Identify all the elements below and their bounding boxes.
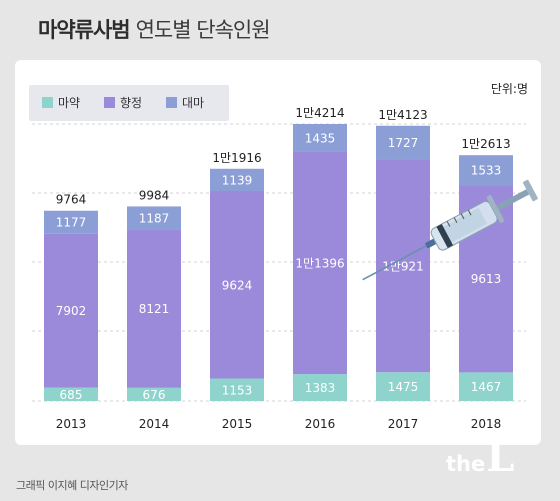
segment-label: 1139 — [222, 173, 253, 187]
logo-text-l: L — [486, 434, 515, 481]
total-label: 9764 — [56, 193, 87, 207]
bar-2016-1 — [293, 151, 347, 375]
bar-2015-2 — [210, 168, 264, 191]
unit-label: 단위:명 — [491, 82, 528, 96]
x-axis: 2013 2014 2015 2016 2017 2018 — [56, 417, 502, 431]
x-tick-label: 2015 — [222, 417, 253, 431]
total-label: 1만1916 — [212, 151, 261, 165]
legend-label-2: 대마 — [182, 96, 204, 110]
title-sub: 연도별 단속인원 — [135, 18, 271, 42]
credit-text: 그래픽 이지혜 디자인기자 — [16, 479, 128, 492]
segment-label: 1177 — [56, 216, 87, 230]
segment-label: 8121 — [139, 302, 170, 316]
bars: 685 7902 1177 9764 676 8121 1187 9984 1153 9624 11… — [44, 106, 513, 402]
bar-2017-2 — [376, 125, 430, 160]
segment-label: 9624 — [222, 278, 253, 292]
x-tick-label: 2016 — [305, 417, 336, 431]
legend: 마약 향정 대마 — [29, 85, 229, 121]
segment-label: 1435 — [305, 131, 336, 145]
segment-label: 1187 — [139, 211, 170, 225]
brand-logo: theL — [446, 434, 514, 481]
segment-label: 1727 — [388, 136, 419, 150]
total-label: 1만4214 — [295, 106, 344, 120]
logo-text-the: the — [446, 452, 486, 476]
legend-label-1: 향정 — [120, 96, 142, 110]
bar-2013-1 — [44, 233, 98, 388]
bar-2014-1 — [127, 229, 181, 388]
segment-label: 685 — [60, 388, 83, 402]
bar-2017-1 — [376, 159, 430, 373]
x-tick-label: 2013 — [56, 417, 87, 431]
bar-2013-0 — [44, 387, 98, 401]
bar-2014-2 — [127, 206, 181, 230]
legend-swatch-0 — [42, 97, 53, 108]
page-title: 마약류사범 연도별 단속인원 — [38, 14, 271, 44]
bar-2014-0 — [127, 387, 181, 401]
segment-label: 7902 — [56, 304, 87, 318]
segment-label: 676 — [143, 388, 166, 402]
legend-box — [29, 85, 229, 121]
segment-label: 1153 — [222, 383, 253, 397]
total-label: 1만2613 — [461, 137, 510, 151]
bar-2016-0 — [293, 374, 347, 401]
segment-label: 1만921 — [382, 259, 424, 273]
segment-label: 1467 — [471, 380, 502, 394]
legend-swatch-1 — [104, 97, 115, 108]
bar-2016-2 — [293, 124, 347, 152]
segment-label: 9613 — [471, 272, 502, 286]
segment-label: 1475 — [388, 380, 419, 394]
segment-label: 1533 — [471, 164, 502, 178]
legend-label-0: 마약 — [58, 95, 80, 110]
syringe-icon — [362, 179, 538, 281]
bar-2017-0 — [376, 372, 430, 401]
legend-swatch-2 — [166, 97, 177, 108]
x-tick-label: 2018 — [471, 417, 502, 431]
bar-2018-0 — [459, 372, 513, 401]
bar-2013-2 — [44, 210, 98, 234]
segment-label: 1만1396 — [295, 257, 344, 271]
bar-2015-0 — [210, 378, 264, 401]
total-label: 1만4123 — [378, 108, 427, 122]
total-label: 9984 — [139, 188, 170, 202]
bar-2015-1 — [210, 190, 264, 379]
bar-2018-2 — [459, 155, 513, 186]
x-tick-label: 2017 — [388, 417, 419, 431]
x-tick-label: 2014 — [139, 417, 170, 431]
grid-lines — [32, 123, 526, 402]
title-main: 마약류사범 — [38, 18, 131, 42]
segment-label: 1383 — [305, 381, 336, 395]
